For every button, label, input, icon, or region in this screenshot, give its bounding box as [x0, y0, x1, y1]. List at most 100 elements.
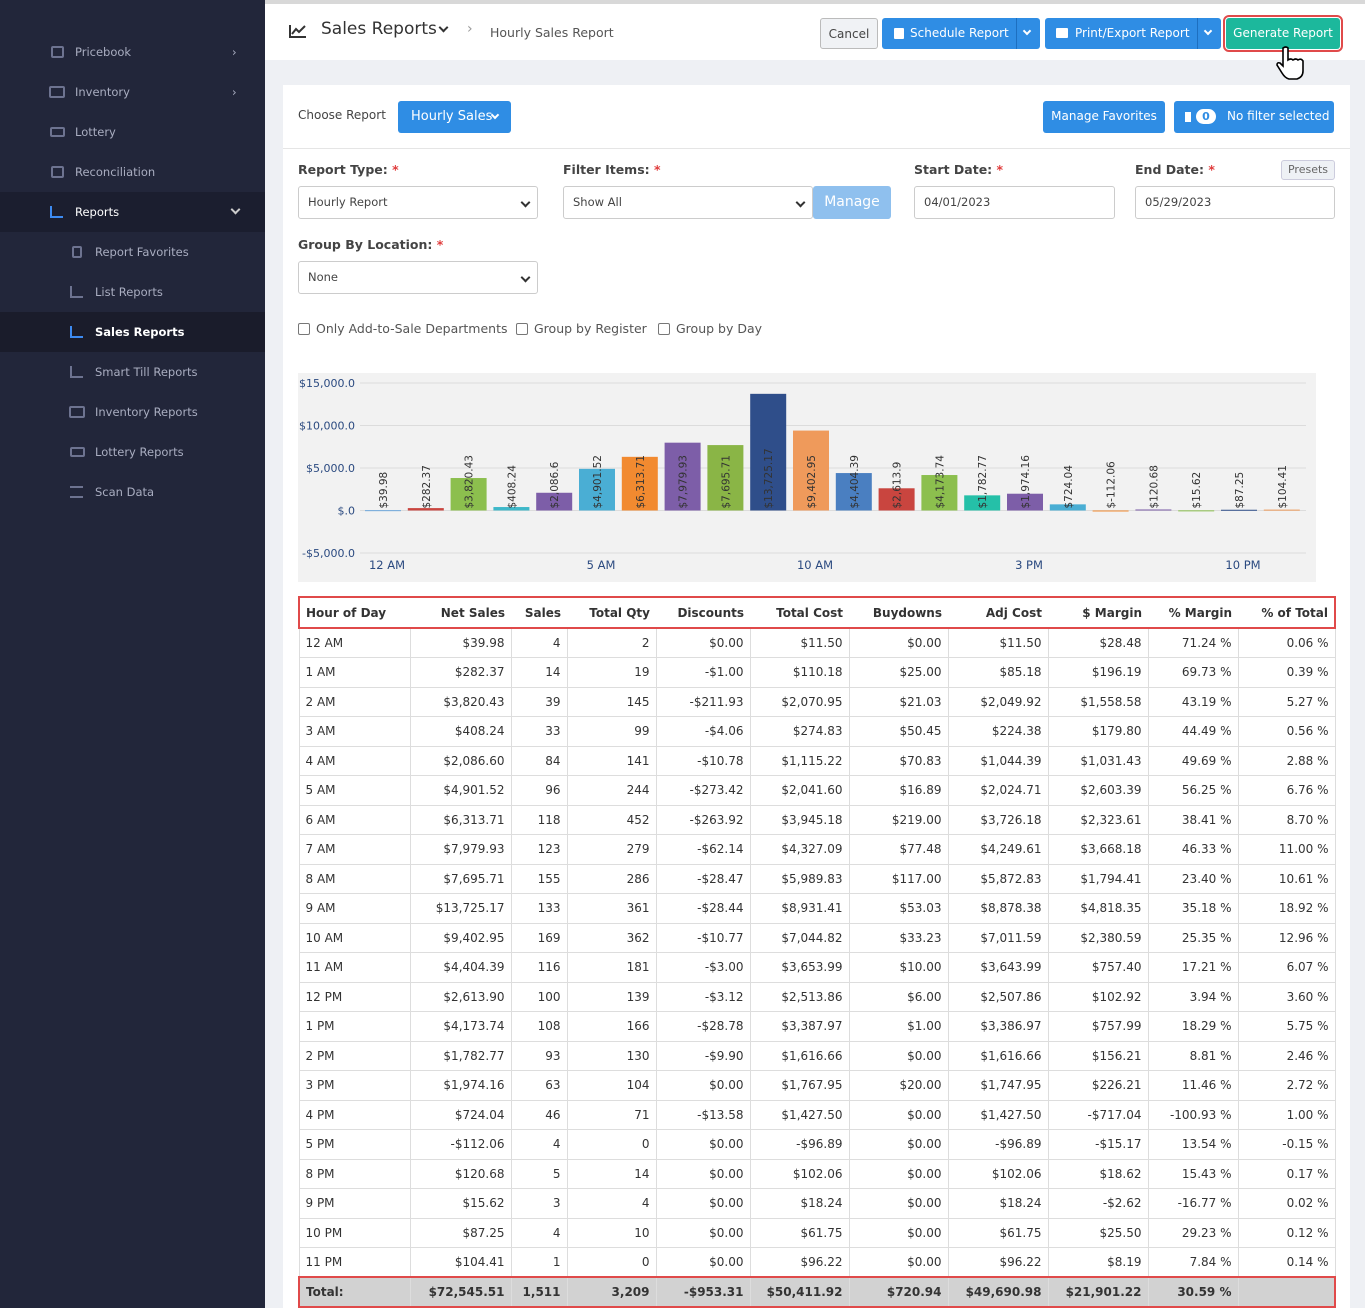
table-cell: 1 — [510, 1247, 568, 1278]
start-date-input[interactable]: 04/01/2023 — [914, 186, 1115, 219]
nav-item[interactable]: Reports — [0, 192, 265, 232]
choose-report-button[interactable]: Hourly Sales — [398, 101, 511, 133]
table-cell: $25.00 — [848, 657, 949, 688]
table-cell: Discounts — [656, 596, 750, 629]
manage-favorites-button[interactable]: Manage Favorites — [1043, 101, 1165, 133]
table-cell: 46 — [510, 1099, 568, 1130]
table-row: 5 PM -$112.06 4 0 $0.00 -$96.89 $0.00 -$96.89 -$… — [298, 1129, 1336, 1160]
table-cell: 30.59 % — [1147, 1276, 1239, 1308]
filter-items-select[interactable]: Show All — [563, 186, 813, 219]
table-cell: 3.94 % — [1147, 981, 1239, 1012]
table-cell: -$9.90 — [655, 1040, 751, 1071]
table-cell: $1,558.58 — [1047, 686, 1149, 717]
table-cell: $102.92 — [1047, 981, 1149, 1012]
generate-button[interactable]: Generate Report — [1223, 15, 1343, 52]
table-cell: 7.84 % — [1147, 1247, 1239, 1278]
table-cell: $7,695.71 — [409, 863, 512, 894]
table-cell: 38.41 % — [1147, 804, 1239, 835]
table-cell: 1.00 % — [1237, 1099, 1336, 1130]
table-cell: $1,427.50 — [947, 1099, 1049, 1130]
nav-subitem[interactable]: Smart Till Reports — [0, 352, 265, 392]
group-location-select[interactable]: None — [298, 261, 538, 294]
table-row: 10 PM $87.25 4 10 $0.00 $61.75 $0.00 $61.75 $25.… — [298, 1217, 1336, 1248]
table-cell: $757.99 — [1047, 1011, 1149, 1042]
table-cell: 4 — [510, 1217, 568, 1248]
y-tick-label: $10,000.0 — [299, 420, 355, 433]
x-tick-label: 5 AM — [587, 558, 616, 572]
table-cell: 3 PM — [298, 1070, 411, 1101]
table-cell: 43.19 % — [1147, 686, 1239, 717]
table-cell: 3.60 % — [1237, 981, 1336, 1012]
table-cell: $0.00 — [848, 1129, 949, 1160]
table-cell: $0.00 — [655, 627, 751, 658]
table-cell: $3,387.97 — [749, 1011, 850, 1042]
nav-subitem[interactable]: Report Favorites — [0, 232, 265, 272]
table-cell: $3,643.99 — [947, 952, 1049, 983]
table-cell: 6.07 % — [1237, 952, 1336, 983]
table-row: 8 PM $120.68 5 14 $0.00 $102.06 $0.00 $102.06 $1… — [298, 1158, 1336, 1189]
nav-item[interactable]: Lottery — [0, 112, 265, 152]
table-cell: 11 PM — [298, 1247, 411, 1278]
schedule-button[interactable]: Schedule Report — [882, 18, 1040, 49]
table-cell: 244 — [566, 775, 657, 806]
filter-button[interactable]: No filter selected — [1174, 101, 1334, 133]
table-cell: $196.19 — [1047, 657, 1149, 688]
cursor — [1276, 46, 1304, 80]
table-cell: $3,653.99 — [749, 952, 850, 983]
report-type-select[interactable]: Hourly Report — [298, 186, 538, 219]
table-cell: $1.00 — [848, 1011, 949, 1042]
nav-item[interactable]: Reconciliation — [0, 152, 265, 192]
table-cell: 4 — [566, 1188, 657, 1219]
table-cell: $3,726.18 — [947, 804, 1049, 835]
nav-subitem[interactable]: Lottery Reports — [0, 432, 265, 472]
sales-chart: $15,000.0 $10,000.0 $5,000.0 $.0 -$5,000.0 $3… — [298, 373, 1316, 582]
table-cell: $2,513.86 — [749, 981, 850, 1012]
table-cell: 14 — [510, 657, 568, 688]
table-cell: $0.00 — [848, 1247, 949, 1278]
nav-label: Report Favorites — [95, 245, 189, 259]
table-cell: 116 — [510, 952, 568, 983]
checkbox[interactable]: Group by Day — [658, 321, 762, 336]
table-cell: 130 — [566, 1040, 657, 1071]
nav-subitem[interactable]: List Reports — [0, 272, 265, 312]
end-date-input[interactable]: 05/29/2023 — [1135, 186, 1335, 219]
table-cell: 7 AM — [298, 834, 411, 865]
table-cell: $1,974.16 — [409, 1070, 512, 1101]
x-tick-label: 10 PM — [1225, 558, 1260, 572]
nav-item[interactable]: Pricebook › — [0, 32, 265, 72]
cancel-button[interactable]: Cancel — [820, 18, 878, 49]
breadcrumb: Hourly Sales Report — [490, 25, 614, 40]
print-export-button[interactable]: Print/Export Report — [1045, 18, 1221, 49]
table-cell: 0.02 % — [1237, 1188, 1336, 1219]
select-value: Hourly Report — [308, 195, 388, 209]
table-cell: -$953.31 — [655, 1276, 751, 1308]
checkbox[interactable]: Only Add-to-Sale Departments — [298, 321, 508, 336]
value-label: $1,974.16 — [1020, 455, 1032, 509]
table-cell: 93 — [510, 1040, 568, 1071]
nav-subitem[interactable]: Inventory Reports — [0, 392, 265, 432]
table-cell: 4 AM — [298, 745, 411, 776]
table-cell: $18.62 — [1047, 1158, 1149, 1189]
table-cell: 145 — [566, 686, 657, 717]
field-label: Group By Location: — [298, 237, 433, 252]
table-cell: 1 PM — [298, 1011, 411, 1042]
table-cell: $0.00 — [848, 1099, 949, 1130]
title-dropdown[interactable] — [438, 22, 449, 33]
table-cell: $2,323.61 — [1047, 804, 1149, 835]
value-label: $-112.06 — [1106, 461, 1118, 509]
table-cell: $1,794.41 — [1047, 863, 1149, 894]
table-row: 2 PM $1,782.77 93 130 -$9.90 $1,616.66 $0.00 $1… — [298, 1040, 1336, 1071]
presets-button[interactable]: Presets — [1281, 160, 1335, 180]
table-cell: -$717.04 — [1047, 1099, 1149, 1130]
table-cell: $2,507.86 — [947, 981, 1049, 1012]
nav-subitem[interactable]: Scan Data — [0, 472, 265, 512]
x-tick-label: 10 AM — [797, 558, 833, 572]
table-cell: $2,086.60 — [409, 745, 512, 776]
nav-item[interactable]: Inventory › — [0, 72, 265, 112]
nav-subitem[interactable]: Sales Reports — [0, 312, 265, 352]
table-cell: -$15.17 — [1047, 1129, 1149, 1160]
manage-button[interactable]: Manage — [813, 186, 891, 219]
checkbox[interactable]: Group by Register — [516, 321, 647, 336]
table-cell: $2,024.71 — [947, 775, 1049, 806]
table-cell: $7,011.59 — [947, 922, 1049, 953]
